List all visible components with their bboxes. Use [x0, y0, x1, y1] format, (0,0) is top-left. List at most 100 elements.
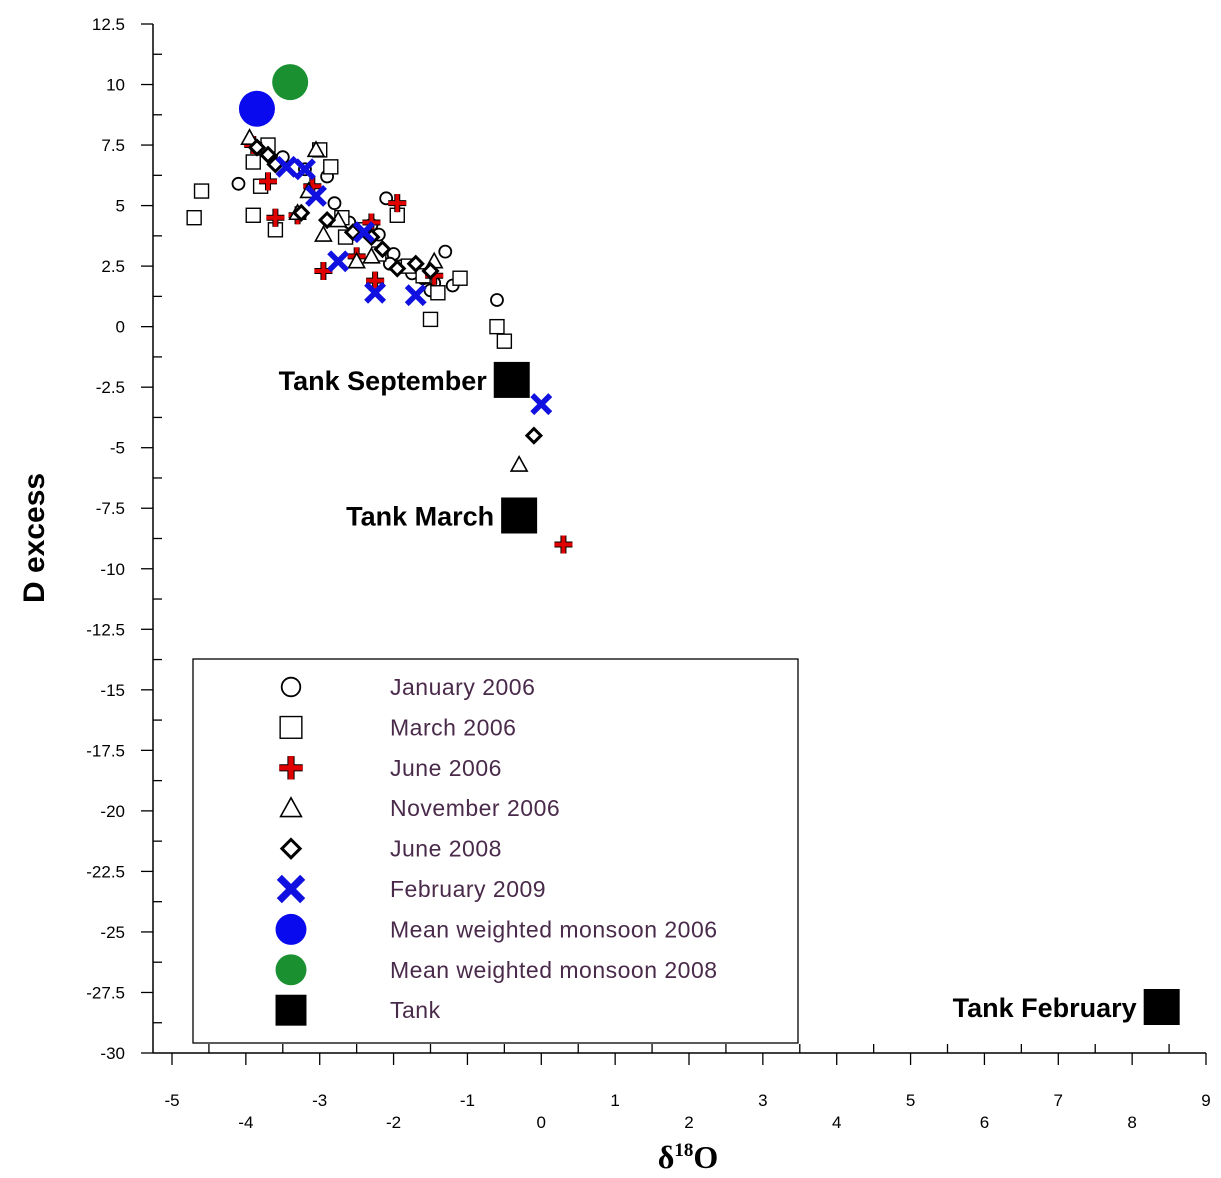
data-point-shape — [305, 184, 327, 207]
data-point-shape — [388, 259, 407, 278]
data-point — [388, 194, 407, 213]
y-tick-label: -5 — [110, 439, 125, 458]
data-point — [554, 535, 573, 554]
y-axis-title: D excess — [18, 473, 51, 603]
x-tick-label: 5 — [906, 1091, 915, 1110]
y-tick-label: 0 — [116, 318, 125, 337]
legend-marker — [279, 715, 303, 739]
data-point-shape — [259, 172, 278, 191]
legend-marker — [279, 756, 303, 780]
legend-label: February 2009 — [390, 876, 546, 902]
data-point — [509, 455, 529, 472]
data-point-shape — [452, 270, 468, 286]
legend-label: November 2006 — [390, 795, 560, 821]
legend-marker-shape — [276, 874, 306, 904]
data-point-shape — [245, 207, 261, 223]
y-tick-label: -12.5 — [86, 620, 125, 639]
series-mean-weighted-monsoon-2006 — [238, 90, 275, 127]
data-point-shape — [343, 223, 363, 242]
x-tick-label: 0 — [537, 1113, 546, 1132]
data-point-shape — [327, 250, 350, 273]
data-point — [347, 251, 367, 269]
x-tick-label: 2 — [684, 1113, 693, 1132]
annotation-label: Tank September — [279, 366, 488, 396]
data-point — [245, 154, 261, 170]
legend-label: Mean weighted monsoon 2006 — [390, 916, 718, 942]
data-point-shape — [292, 203, 311, 222]
legend-marker-shape — [279, 796, 303, 818]
data-point — [421, 261, 440, 281]
y-tick-label: -27.5 — [86, 983, 125, 1002]
legend-marker — [279, 796, 303, 818]
data-point — [247, 138, 267, 157]
data-point — [258, 145, 278, 164]
data-point-shape — [186, 209, 202, 226]
data-point-shape — [314, 261, 333, 280]
legend-marker — [275, 954, 307, 986]
y-tick-label: -7.5 — [96, 499, 125, 518]
legend-marker — [275, 913, 307, 945]
plot-area: Tank September Tank March Tank February — [186, 64, 1180, 1025]
series-mean-weighted-monsoon-2008 — [272, 64, 309, 101]
data-point — [193, 183, 210, 199]
data-point — [490, 293, 504, 307]
data-point — [496, 333, 513, 349]
data-point-shape — [347, 251, 367, 269]
data-point-shape — [438, 244, 453, 259]
data-point — [327, 250, 350, 273]
x-axis-title: δ18O — [658, 1139, 719, 1175]
y-tick-label: 2.5 — [101, 257, 125, 276]
data-point-shape — [314, 224, 333, 242]
data-point-shape — [258, 145, 278, 164]
data-point-shape — [366, 271, 385, 290]
data-point — [238, 90, 275, 127]
data-point — [272, 64, 309, 101]
data-point — [406, 254, 425, 273]
data-point-shape — [490, 293, 504, 307]
legend-label: January 2006 — [390, 674, 535, 700]
y-tick-label: -17.5 — [86, 741, 125, 760]
data-point-shape — [496, 333, 513, 349]
y-tick-label: -20 — [100, 802, 125, 821]
data-point-shape — [293, 158, 316, 181]
data-point-shape — [489, 318, 505, 335]
x-tick-label: 7 — [1054, 1091, 1063, 1110]
x-tick-label: 1 — [610, 1091, 619, 1110]
x-tick-label: 6 — [980, 1113, 989, 1132]
x-tick-label: -2 — [386, 1113, 401, 1132]
x-tick-label: -5 — [164, 1091, 179, 1110]
data-point-shape — [275, 155, 298, 178]
data-point — [259, 172, 278, 191]
data-point — [186, 209, 202, 226]
data-point — [245, 207, 261, 223]
legend-marker-shape — [279, 715, 303, 739]
y-tick-label: 12.5 — [92, 15, 125, 34]
data-point — [306, 140, 326, 158]
series-november-2006 — [240, 128, 529, 472]
data-point-shape — [240, 128, 259, 145]
data-point — [501, 497, 538, 534]
data-point — [452, 270, 468, 286]
data-point — [314, 261, 333, 280]
data-point-shape — [266, 208, 285, 227]
data-point — [240, 128, 259, 145]
data-point-shape — [524, 426, 544, 445]
x-tick-label: -4 — [238, 1113, 253, 1132]
data-point-shape — [493, 361, 530, 398]
legend-label: June 2008 — [390, 836, 502, 862]
data-point — [493, 361, 530, 398]
data-point — [1143, 988, 1180, 1025]
data-point — [422, 311, 439, 328]
data-point — [266, 208, 285, 227]
data-point-shape — [245, 154, 261, 170]
data-point — [275, 155, 298, 178]
y-tick-label: -30 — [100, 1044, 125, 1063]
data-point-shape — [353, 221, 375, 244]
legend-marker-shape — [280, 676, 302, 698]
x-tick-label: 9 — [1201, 1091, 1210, 1110]
data-point-shape — [362, 246, 381, 264]
data-point-shape — [421, 261, 440, 281]
y-tick-label: -2.5 — [96, 378, 125, 397]
data-point — [362, 246, 381, 264]
data-point-shape — [406, 254, 425, 273]
